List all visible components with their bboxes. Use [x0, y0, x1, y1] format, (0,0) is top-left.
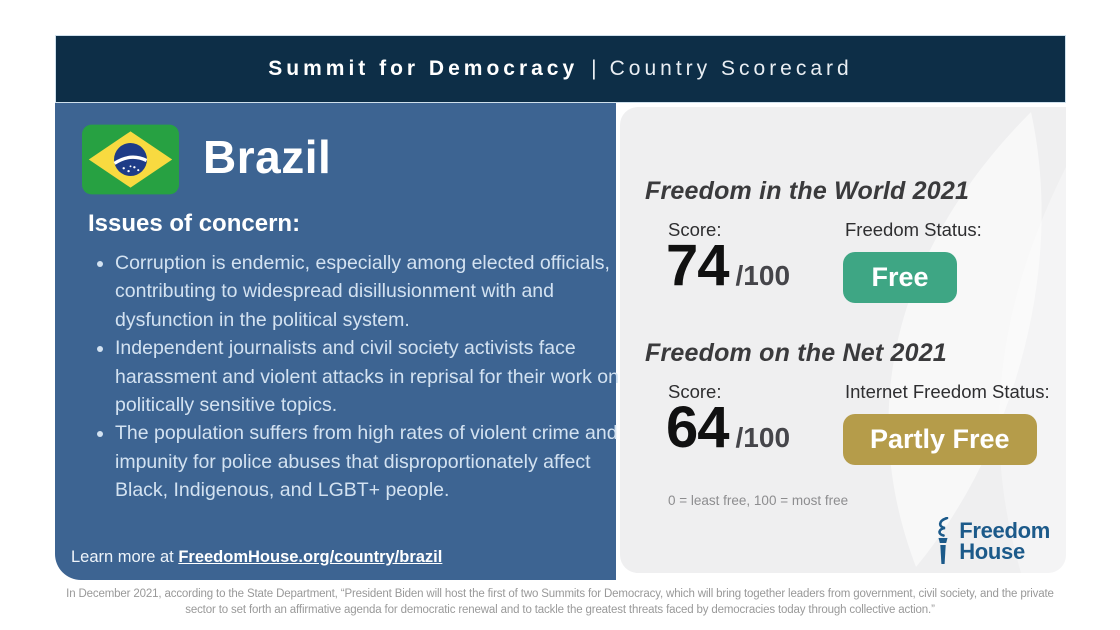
logo-line1: Freedom [959, 518, 1050, 543]
fiw-score-label: Score: [668, 219, 722, 240]
issues-list: Corruption is endemic, especially among … [95, 249, 620, 505]
learn-more: Learn more at FreedomHouse.org/country/b… [71, 548, 442, 567]
issue-item: The population suffers from high rates o… [115, 419, 620, 504]
brazil-flag-icon [82, 123, 179, 196]
issue-item: Corruption is endemic, especially among … [115, 249, 620, 334]
header-title-bold: Summit for Democracy [268, 57, 579, 80]
country-name: Brazil [203, 130, 332, 183]
issue-item: Independent journalists and civil societ… [115, 334, 620, 419]
fotn-status-label: Internet Freedom Status: [845, 381, 1050, 402]
fotn-score-label: Score: [668, 381, 722, 402]
fotn-score-value: 64 [666, 395, 730, 460]
country-panel: Brazil Issues of concern: Corruption is … [55, 103, 619, 580]
fiw-title: Freedom in the World 2021 [645, 177, 970, 205]
fotn-title: Freedom on the Net 2021 [645, 339, 947, 367]
score-scale-note: 0 = least free, 100 = most free [668, 493, 849, 508]
fiw-score: 74 /100 [666, 232, 790, 299]
torch-icon [938, 517, 949, 564]
fotn-status-badge: Partly Free [843, 414, 1037, 465]
footer-note: In December 2021, according to the State… [66, 588, 1054, 616]
freedom-house-logo: Freedom House [930, 517, 1050, 565]
fiw-status-badge: Free [843, 252, 957, 303]
header-title-light: Country Scorecard [609, 57, 853, 80]
scores-panel: Freedom in the World 2021 Score: Freedom… [620, 107, 1066, 573]
header-bar: Summit for Democracy | Country Scorecard [55, 35, 1066, 103]
fotn-score: 64 /100 [666, 394, 790, 461]
fiw-status-label: Freedom Status: [845, 219, 982, 240]
fiw-score-value: 74 [666, 233, 730, 298]
freedom-house-wordmark: Freedom House [959, 518, 1050, 564]
header-separator: | [591, 57, 597, 80]
learn-more-prefix: Learn more at [71, 548, 179, 566]
issues-heading: Issues of concern: [88, 210, 301, 237]
logo-line2: House [959, 539, 1025, 564]
fotn-score-denominator: /100 [735, 422, 791, 453]
country-header: Brazil [82, 123, 331, 196]
country-page-link[interactable]: FreedomHouse.org/country/brazil [178, 548, 443, 566]
fiw-score-denominator: /100 [735, 260, 791, 291]
